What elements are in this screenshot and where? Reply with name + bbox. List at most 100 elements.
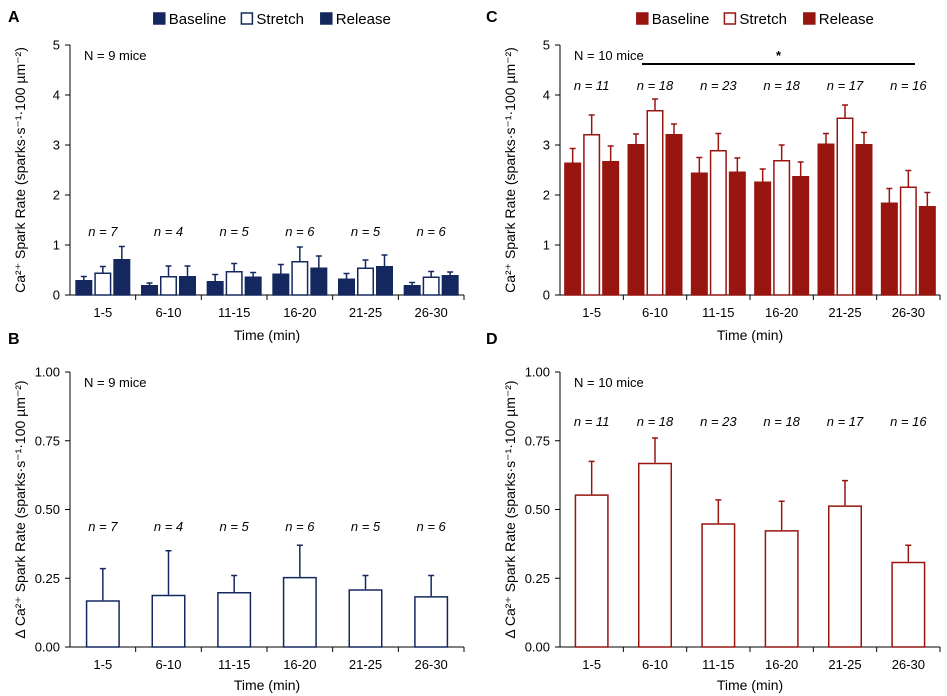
y-axis-label: Ca²⁺ Spark Rate (sparks·s⁻¹·100 µm⁻²) <box>12 47 28 293</box>
x-tick-label: 16-20 <box>765 657 798 672</box>
panel-letter-b: B <box>8 331 20 348</box>
n-label: n = 7 <box>88 519 118 534</box>
y-tick-label: 0.00 <box>35 640 60 655</box>
bar-baseline-21-25 <box>817 143 835 296</box>
bar--16-20 <box>764 530 799 648</box>
legend-label-release: Release <box>336 11 391 28</box>
n-label: n = 4 <box>154 224 183 239</box>
y-tick-label: 0.50 <box>35 502 60 517</box>
legend-label-baseline: Baseline <box>169 11 227 28</box>
x-tick-label: 6-10 <box>642 657 668 672</box>
n-label: n = 11 <box>574 414 610 429</box>
x-tick-label: 21-25 <box>828 305 861 320</box>
y-axis-label: Ca²⁺ Spark Rate (sparks·s⁻¹·100 µm⁻²) <box>502 47 518 293</box>
bar--1-5 <box>85 600 120 648</box>
bar-stretch-6-10 <box>160 276 177 296</box>
x-tick-label: 1-5 <box>582 657 601 672</box>
x-axis-label: Time (min) <box>717 677 783 693</box>
n-label: n = 18 <box>637 414 674 429</box>
x-axis-label: Time (min) <box>234 327 300 343</box>
n-label: n = 5 <box>220 224 250 239</box>
x-tick-label: 16-20 <box>765 305 798 320</box>
x-tick-label: 26-30 <box>892 305 925 320</box>
n-label: n = 16 <box>890 414 927 429</box>
n-label: n = 11 <box>574 78 610 93</box>
panel-letter-a: A <box>8 9 20 26</box>
y-tick-label: 0.25 <box>35 571 60 586</box>
y-tick-label: 2 <box>543 188 550 203</box>
y-tick-label: 0.75 <box>525 433 550 448</box>
y-tick-label: 2 <box>53 188 60 203</box>
bar--6-10 <box>638 462 672 648</box>
bar-baseline-6-10 <box>627 144 645 296</box>
y-tick-label: 0 <box>53 288 60 303</box>
bar-baseline-16-20 <box>272 273 290 296</box>
bar-release-21-25 <box>376 266 393 296</box>
bar--1-5 <box>574 494 609 648</box>
bar-stretch-6-10 <box>646 110 664 296</box>
bar-stretch-16-20 <box>773 160 791 296</box>
y-tick-label: 0.75 <box>35 433 60 448</box>
mice-count-label: N = 9 mice <box>84 48 147 63</box>
y-tick-label: 4 <box>53 88 60 103</box>
bar-stretch-11-15 <box>709 150 727 296</box>
n-label: n = 5 <box>220 519 250 534</box>
bar-baseline-26-30 <box>403 285 421 296</box>
y-tick-label: 0.50 <box>525 502 550 517</box>
bar-stretch-11-15 <box>225 271 243 296</box>
bar-release-1-5 <box>602 161 620 296</box>
panel-a: A 0 1 2 3 4 5 1-5 6-10 11-15 16-20 21-25 26-30 Time (… <box>8 9 465 343</box>
x-tick-label: 11-15 <box>218 657 250 672</box>
n-label: n = 6 <box>417 224 447 239</box>
legend-swatch-baseline <box>636 12 649 25</box>
y-tick-label: 1 <box>53 238 60 253</box>
bar-release-26-30 <box>918 206 936 296</box>
x-tick-label: 21-25 <box>349 305 382 320</box>
x-tick-label: 1-5 <box>93 305 112 320</box>
x-tick-label: 16-20 <box>283 305 316 320</box>
bar--11-15 <box>217 592 252 648</box>
x-tick-label: 11-15 <box>702 305 734 320</box>
y-tick-label: 1.00 <box>35 365 60 380</box>
legend-swatch-stretch <box>723 12 737 25</box>
bar-release-21-25 <box>855 144 873 296</box>
bar-stretch-16-20 <box>291 261 309 296</box>
bar-stretch-1-5 <box>94 272 112 296</box>
legend: Baseline Stretch Release <box>153 11 391 28</box>
legend-label-baseline: Baseline <box>652 11 710 28</box>
bar-release-6-10 <box>179 276 196 296</box>
x-tick-label: 11-15 <box>702 657 734 672</box>
y-tick-label: 1.00 <box>525 365 550 380</box>
legend-swatch-release <box>320 12 333 25</box>
n-label: n = 4 <box>154 519 183 534</box>
x-tick-label: 1-5 <box>93 657 112 672</box>
bar-release-6-10 <box>665 134 683 296</box>
x-axis-label: Time (min) <box>717 327 783 343</box>
bar-baseline-6-10 <box>141 285 158 296</box>
y-tick-label: 3 <box>53 138 60 153</box>
bar--26-30 <box>891 561 926 648</box>
panel-c: C 0 1 2 3 4 5 1-5 6-10 11-15 16-20 21-25 26-30 Time (… <box>486 9 941 343</box>
bar-baseline-11-15 <box>206 281 224 296</box>
y-tick-label: 0.25 <box>525 571 550 586</box>
bar-stretch-1-5 <box>583 134 601 296</box>
y-tick-label: 0.00 <box>525 640 550 655</box>
legend-label-stretch: Stretch <box>739 11 787 28</box>
n-label: n = 17 <box>827 78 864 93</box>
y-tick-label: 3 <box>543 138 550 153</box>
n-label: n = 18 <box>763 78 800 93</box>
panel-letter-c: C <box>486 9 498 26</box>
n-label: n = 23 <box>700 78 737 93</box>
bar--11-15 <box>701 523 736 648</box>
y-tick-label: 5 <box>543 38 550 53</box>
x-tick-label: 6-10 <box>642 305 668 320</box>
bar-baseline-1-5 <box>75 280 93 296</box>
x-tick-label: 11-15 <box>218 305 250 320</box>
n-label: n = 18 <box>637 78 674 93</box>
y-tick-label: 0 <box>543 288 550 303</box>
bar-stretch-21-25 <box>836 117 854 296</box>
bar--21-25 <box>348 589 383 648</box>
n-label: n = 7 <box>88 224 118 239</box>
n-label: n = 17 <box>827 414 864 429</box>
